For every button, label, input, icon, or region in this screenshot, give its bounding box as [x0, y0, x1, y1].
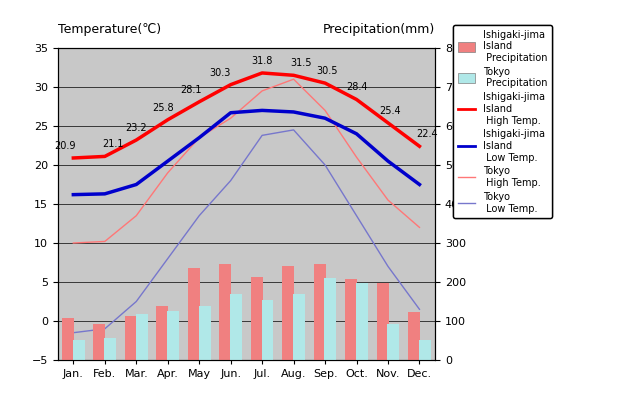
- Bar: [345, 279, 357, 360]
- Bar: [167, 311, 179, 360]
- Text: 31.8: 31.8: [252, 56, 273, 66]
- Bar: [356, 283, 368, 360]
- Text: 30.3: 30.3: [209, 68, 230, 78]
- Bar: [419, 340, 431, 360]
- Text: 25.8: 25.8: [152, 103, 174, 113]
- Bar: [387, 324, 399, 360]
- Bar: [230, 294, 242, 360]
- Bar: [73, 340, 84, 360]
- Text: 30.5: 30.5: [316, 66, 337, 76]
- Bar: [188, 268, 200, 360]
- Text: Precipitation(mm): Precipitation(mm): [323, 22, 435, 36]
- Bar: [262, 300, 273, 360]
- Text: 25.4: 25.4: [379, 106, 401, 116]
- Bar: [198, 306, 211, 360]
- Text: 21.1: 21.1: [102, 139, 124, 149]
- Bar: [314, 264, 326, 360]
- Text: 22.4: 22.4: [417, 129, 438, 139]
- Bar: [136, 314, 148, 360]
- Bar: [293, 294, 305, 360]
- Bar: [93, 324, 106, 360]
- Text: 23.2: 23.2: [125, 123, 147, 133]
- Text: 31.5: 31.5: [291, 58, 312, 68]
- Bar: [324, 278, 337, 360]
- Bar: [156, 306, 168, 360]
- Bar: [377, 283, 388, 360]
- Text: 28.4: 28.4: [346, 82, 367, 92]
- Bar: [408, 312, 420, 360]
- Text: 20.9: 20.9: [54, 141, 76, 151]
- Bar: [220, 264, 231, 360]
- Text: Temperature(℃): Temperature(℃): [58, 22, 161, 36]
- Bar: [282, 266, 294, 360]
- Legend: Ishigaki-jima
Island
 Precipitation, Tokyo
 Precipitation, Ishigaki-jima
Island
: Ishigaki-jima Island Precipitation, Toky…: [453, 25, 552, 218]
- Text: 28.1: 28.1: [180, 85, 202, 95]
- Bar: [62, 318, 74, 360]
- Bar: [125, 316, 137, 360]
- Bar: [104, 338, 116, 360]
- Bar: [251, 277, 263, 360]
